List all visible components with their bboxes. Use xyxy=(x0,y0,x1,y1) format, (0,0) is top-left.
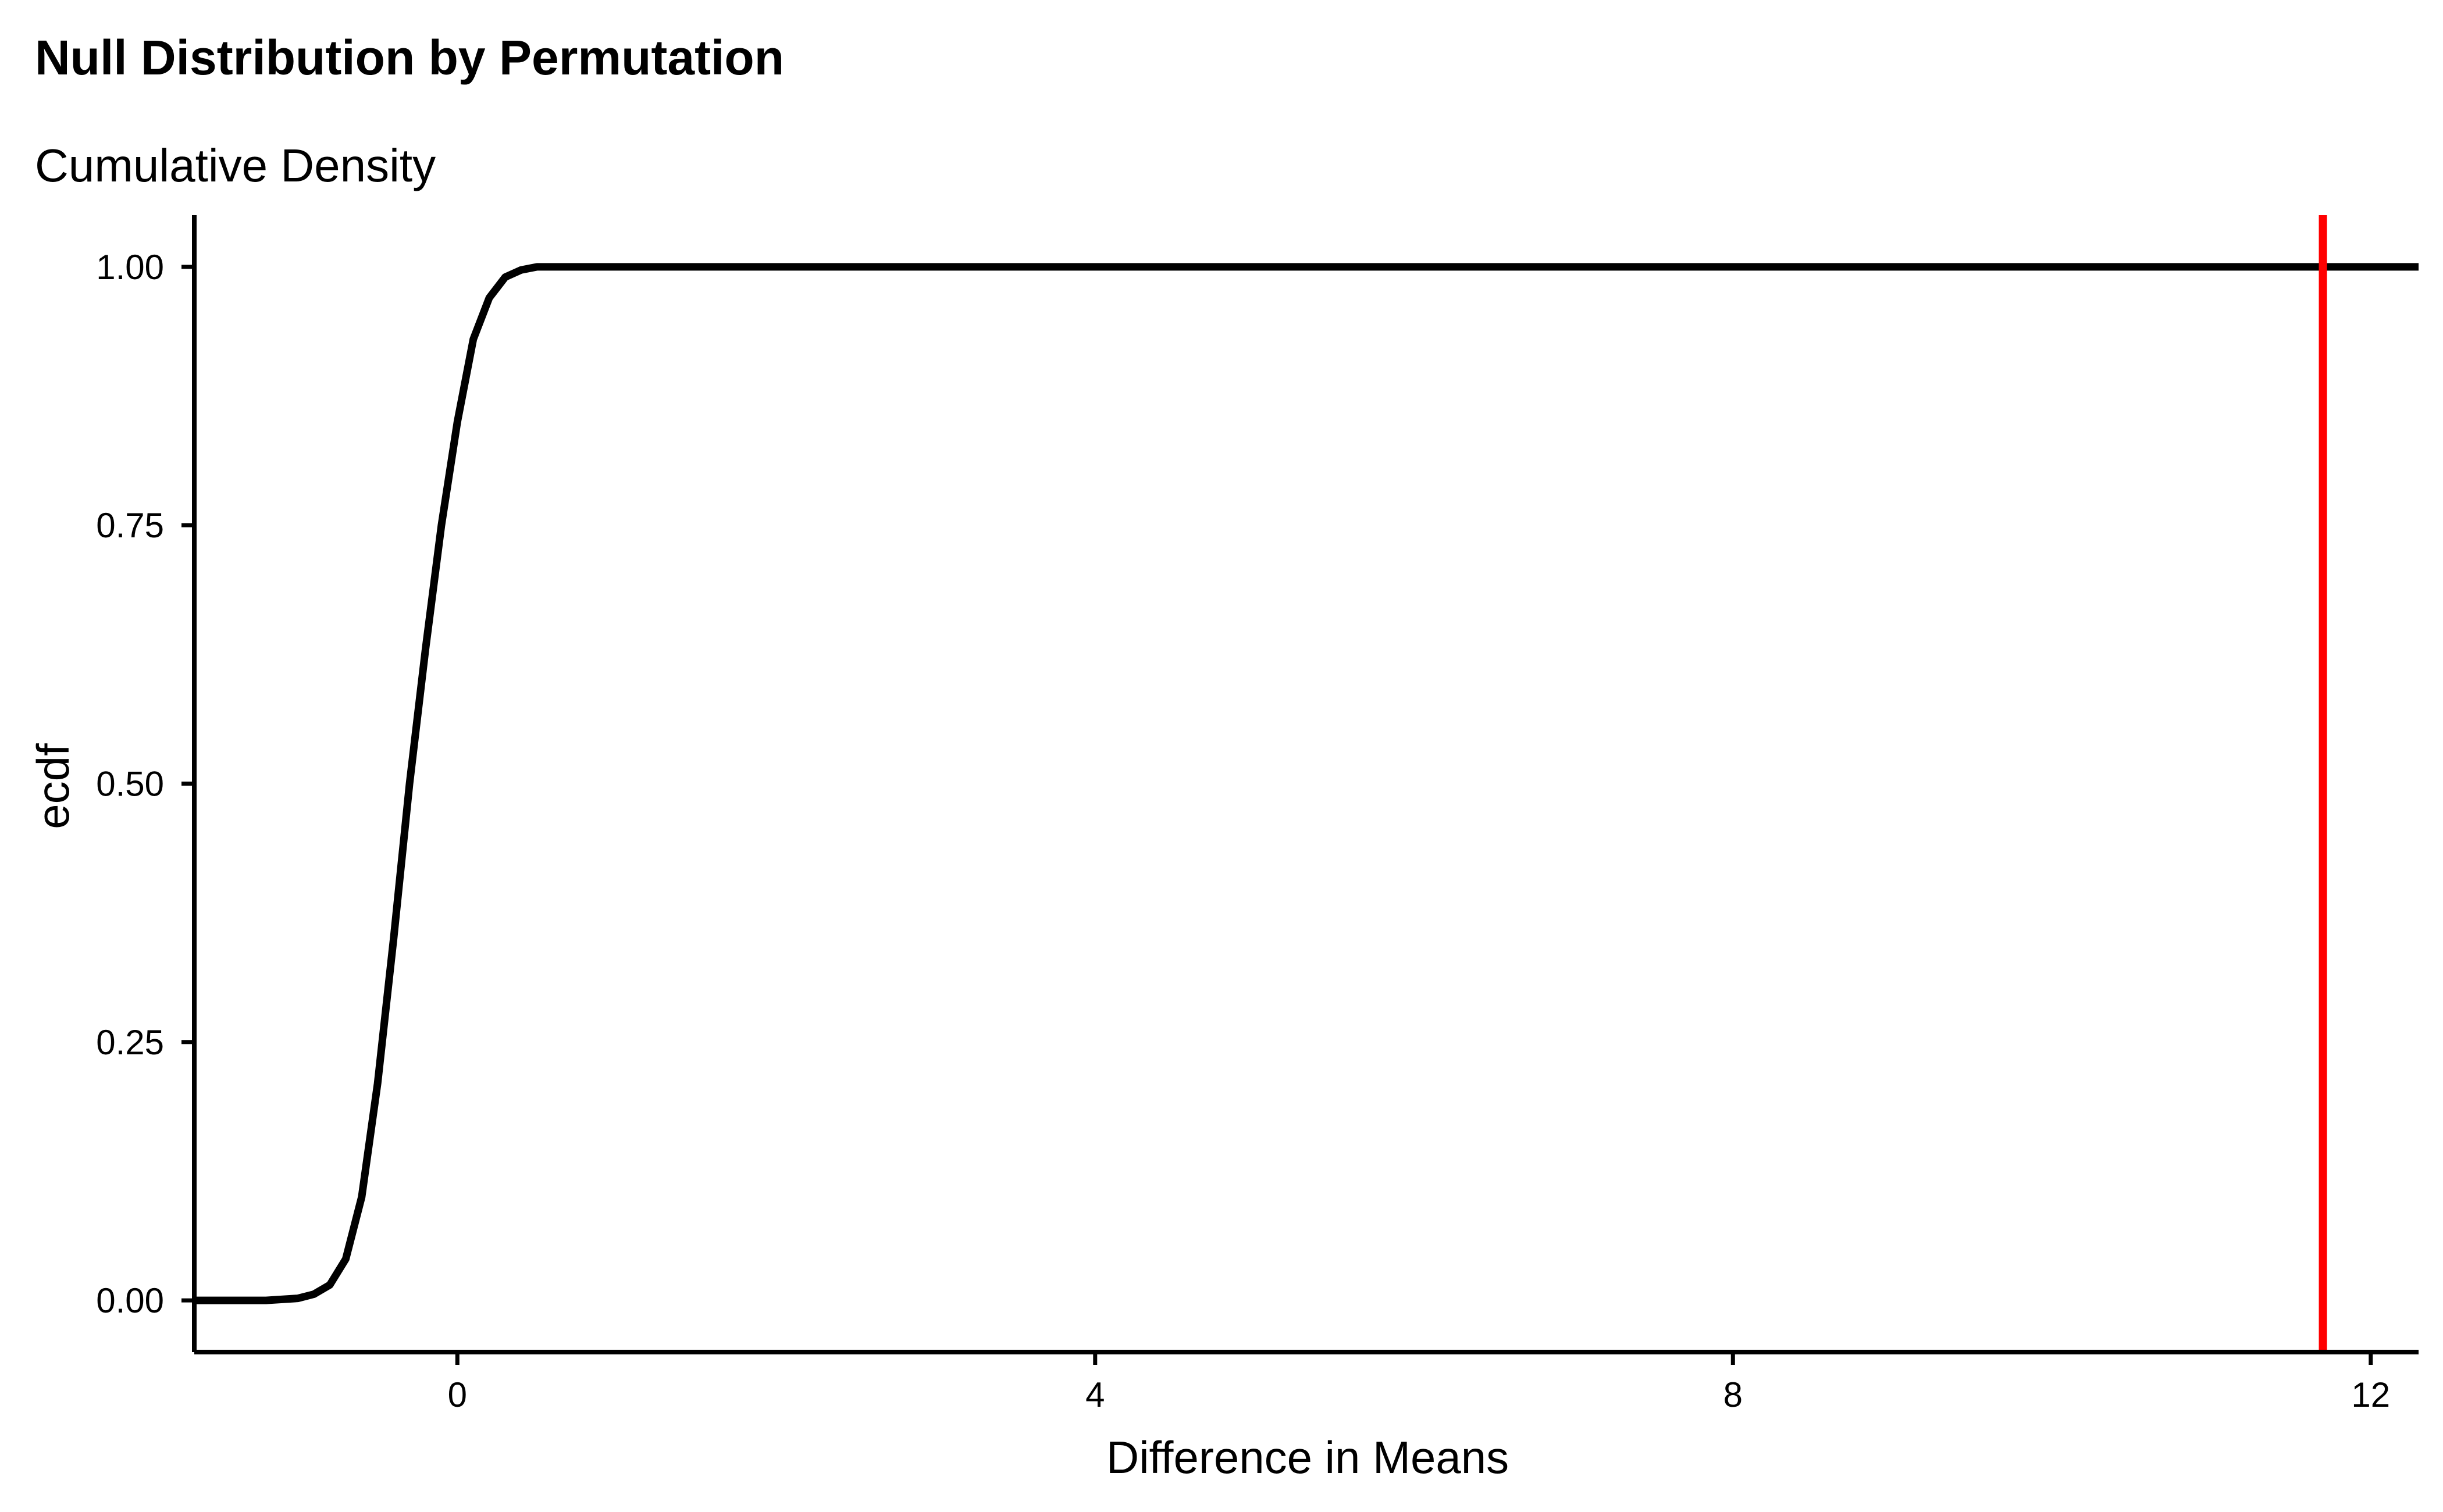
x-tick-label: 4 xyxy=(1085,1375,1105,1414)
y-axis-title: ecdf xyxy=(27,743,79,829)
x-tick-label: 0 xyxy=(448,1375,467,1414)
y-tick-label: 0.75 xyxy=(96,506,164,545)
y-tick-label: 0.25 xyxy=(96,1023,164,1062)
plot-area: 0.00 0.25 0.50 0.75 1.00 0 4 8 12 xyxy=(96,215,2419,1414)
y-tick-label: 1.00 xyxy=(96,248,164,287)
y-tick-label: 0.50 xyxy=(96,765,164,804)
chart-title: Null Distribution by Permutation xyxy=(35,30,784,85)
x-axis-title: Difference in Means xyxy=(1106,1432,1509,1483)
x-tick-label: 12 xyxy=(2351,1375,2390,1414)
ecdf-line-0 xyxy=(194,263,2419,1304)
x-tick-label: 8 xyxy=(1723,1375,1743,1414)
y-tick-label: 0.00 xyxy=(96,1281,164,1320)
chart-subtitle: Cumulative Density xyxy=(35,140,436,191)
